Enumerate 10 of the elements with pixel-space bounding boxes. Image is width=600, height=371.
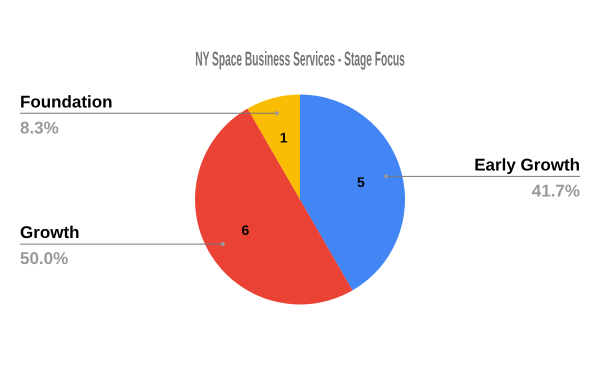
text: 41.7% <box>532 181 580 200</box>
data-label: 1 <box>280 130 288 146</box>
chart-title: NY Space Business Services - Stage Focus <box>195 49 405 71</box>
slice-label: Early Growth <box>474 155 580 174</box>
data-label: 6 <box>242 222 250 238</box>
text: 50.0% <box>20 249 68 268</box>
slice-label: Growth <box>20 223 80 242</box>
text: 8.3% <box>20 118 59 138</box>
data-label: 5 <box>356 174 365 190</box>
slice-label: Foundation <box>20 92 113 112</box>
